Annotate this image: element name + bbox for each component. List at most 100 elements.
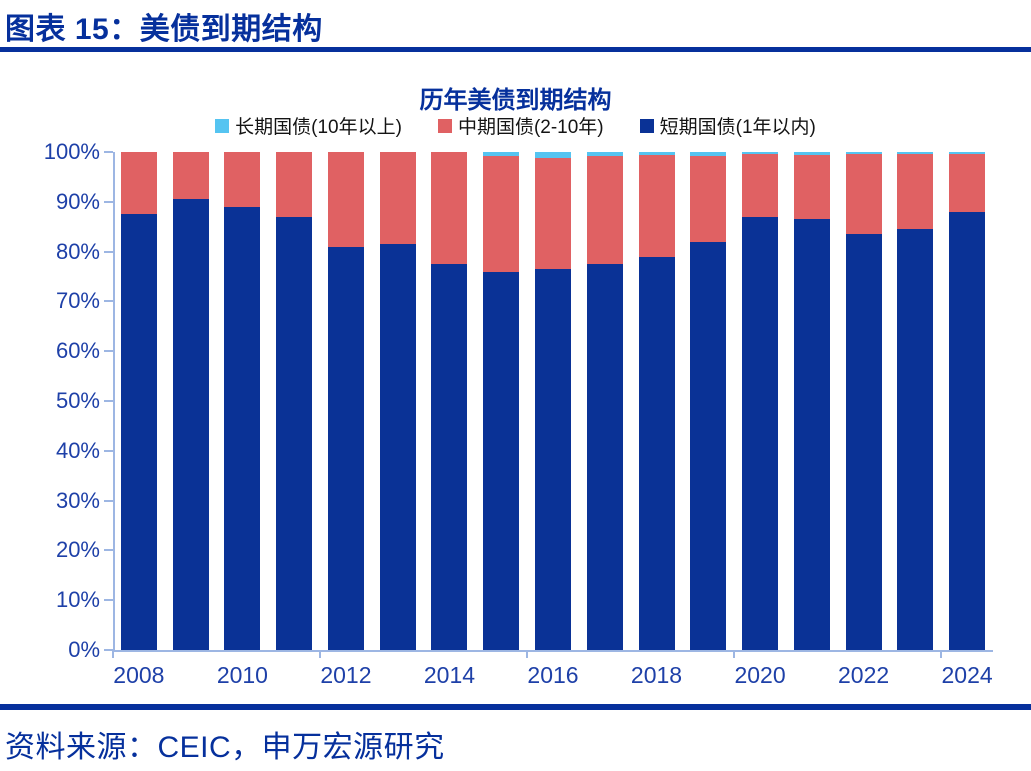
bar-2018 bbox=[638, 152, 675, 650]
bar-2021 bbox=[793, 152, 830, 650]
y-tick-label-0: 0% bbox=[68, 637, 100, 662]
x-tick-0 bbox=[112, 650, 114, 658]
legend-item-mid-term: 中期国债(2-10年) bbox=[437, 112, 604, 139]
legend-swatch-short-term bbox=[639, 118, 654, 133]
source-note: 资料来源：CEIC，申万宏源研究 bbox=[5, 731, 445, 764]
figure-title: 图表 15：美债到期结构 bbox=[5, 13, 323, 46]
bar-slot-2008 bbox=[113, 152, 165, 650]
segment-mid-term-2020 bbox=[742, 154, 779, 217]
segment-mid-term-2011 bbox=[276, 152, 313, 217]
y-tick-40 bbox=[104, 449, 113, 452]
segment-mid-term-2023 bbox=[897, 153, 934, 230]
y-tick-label-20: 20% bbox=[55, 537, 100, 563]
segment-short-term-2010 bbox=[224, 206, 261, 650]
segment-short-term-2014 bbox=[431, 264, 468, 650]
segment-short-term-2012 bbox=[327, 246, 364, 650]
segment-mid-term-2014 bbox=[431, 152, 468, 265]
segment-mid-term-2012 bbox=[327, 152, 364, 247]
y-tick-label-80: 80% bbox=[55, 238, 100, 264]
segment-long-term-2017 bbox=[586, 152, 623, 156]
bar-slot-2020 bbox=[734, 152, 786, 650]
segment-short-term-2020 bbox=[742, 216, 779, 650]
bar-2016 bbox=[535, 152, 571, 650]
segment-short-term-2013 bbox=[379, 244, 416, 650]
bar-slot-2018 bbox=[631, 152, 683, 650]
y-tick-label-30: 30% bbox=[55, 487, 100, 513]
x-tick-label-2016: 2016 bbox=[527, 662, 579, 688]
y-tick-70 bbox=[104, 300, 113, 303]
legend-item-long-term: 长期国债(10年以上) bbox=[215, 112, 402, 139]
y-tick-10 bbox=[104, 599, 113, 602]
x-tick-label-2008: 2008 bbox=[113, 662, 165, 688]
bar-2012 bbox=[327, 152, 364, 650]
x-tick-3 bbox=[733, 650, 736, 658]
bar-2020 bbox=[742, 152, 779, 650]
bar-2011 bbox=[276, 152, 313, 650]
bar-2008 bbox=[120, 152, 157, 650]
segment-long-term-2023 bbox=[897, 152, 934, 154]
legend-label-long-term: 长期国债(10年以上) bbox=[235, 117, 402, 138]
segment-mid-term-2024 bbox=[949, 154, 986, 212]
bar-2015 bbox=[483, 152, 520, 650]
segment-short-term-2019 bbox=[690, 241, 727, 650]
segment-short-term-2016 bbox=[535, 269, 571, 650]
legend-swatch-long-term bbox=[215, 118, 230, 133]
bar-2014 bbox=[431, 152, 468, 650]
y-tick-0 bbox=[104, 649, 113, 651]
bar-slot-2013 bbox=[372, 152, 424, 650]
bar-2009 bbox=[172, 152, 209, 650]
bar-2013 bbox=[379, 152, 416, 650]
x-tick-label-2014: 2014 bbox=[423, 662, 476, 688]
x-tick-label-2020: 2020 bbox=[734, 662, 786, 688]
x-tick-label-2018: 2018 bbox=[630, 662, 683, 688]
y-tick-90 bbox=[104, 200, 113, 203]
segment-mid-term-2015 bbox=[483, 156, 520, 272]
segment-short-term-2009 bbox=[172, 199, 209, 650]
segment-long-term-2021 bbox=[793, 152, 830, 155]
segment-short-term-2015 bbox=[483, 271, 520, 650]
bar-2023 bbox=[897, 152, 934, 650]
x-axis-line bbox=[113, 650, 993, 652]
bar-slot-2021 bbox=[786, 152, 838, 650]
bar-slot-2009 bbox=[165, 152, 217, 650]
bar-slot-2024 bbox=[941, 152, 993, 650]
segment-long-term-2018 bbox=[638, 152, 675, 156]
segment-short-term-2008 bbox=[120, 214, 157, 650]
y-tick-label-50: 50% bbox=[55, 388, 100, 413]
top-divider bbox=[0, 47, 1031, 52]
segment-mid-term-2009 bbox=[172, 152, 209, 200]
x-tick-2 bbox=[526, 650, 529, 658]
segment-long-term-2020 bbox=[742, 152, 779, 155]
y-tick-label-70: 70% bbox=[55, 288, 100, 314]
y-tick-30 bbox=[104, 499, 113, 502]
segment-mid-term-2008 bbox=[120, 152, 157, 215]
x-tick-label-2010: 2010 bbox=[216, 662, 268, 688]
bar-slot-2010 bbox=[217, 152, 269, 650]
x-tick-label-2022: 2022 bbox=[837, 662, 890, 688]
y-tick-label-60: 60% bbox=[55, 338, 100, 364]
y-tick-label-100: 100% bbox=[43, 139, 100, 164]
segment-short-term-2018 bbox=[638, 256, 675, 650]
legend: 长期国债(10年以上) 中期国债(2-10年) 短期国债(1年以内) bbox=[0, 112, 1031, 139]
segment-mid-term-2018 bbox=[638, 155, 675, 257]
bar-slot-2014 bbox=[424, 152, 476, 650]
segment-long-term-2019 bbox=[690, 152, 727, 156]
bar-slot-2023 bbox=[889, 152, 941, 650]
plot-area bbox=[113, 152, 993, 650]
segment-long-term-2022 bbox=[845, 152, 882, 154]
segment-short-term-2024 bbox=[949, 211, 986, 650]
y-axis-line bbox=[113, 152, 115, 652]
bar-slot-2012 bbox=[320, 152, 372, 650]
segment-mid-term-2017 bbox=[586, 156, 623, 265]
segment-long-term-2015 bbox=[483, 152, 520, 156]
segment-long-term-2016 bbox=[535, 152, 571, 158]
x-tick-label-2012: 2012 bbox=[320, 662, 372, 688]
bar-2019 bbox=[690, 152, 727, 650]
y-tick-label-40: 40% bbox=[55, 437, 100, 463]
bar-2022 bbox=[845, 152, 882, 650]
y-tick-100 bbox=[104, 151, 113, 153]
bar-2024 bbox=[949, 152, 986, 650]
y-tick-60 bbox=[104, 350, 113, 353]
segment-short-term-2021 bbox=[793, 219, 830, 650]
